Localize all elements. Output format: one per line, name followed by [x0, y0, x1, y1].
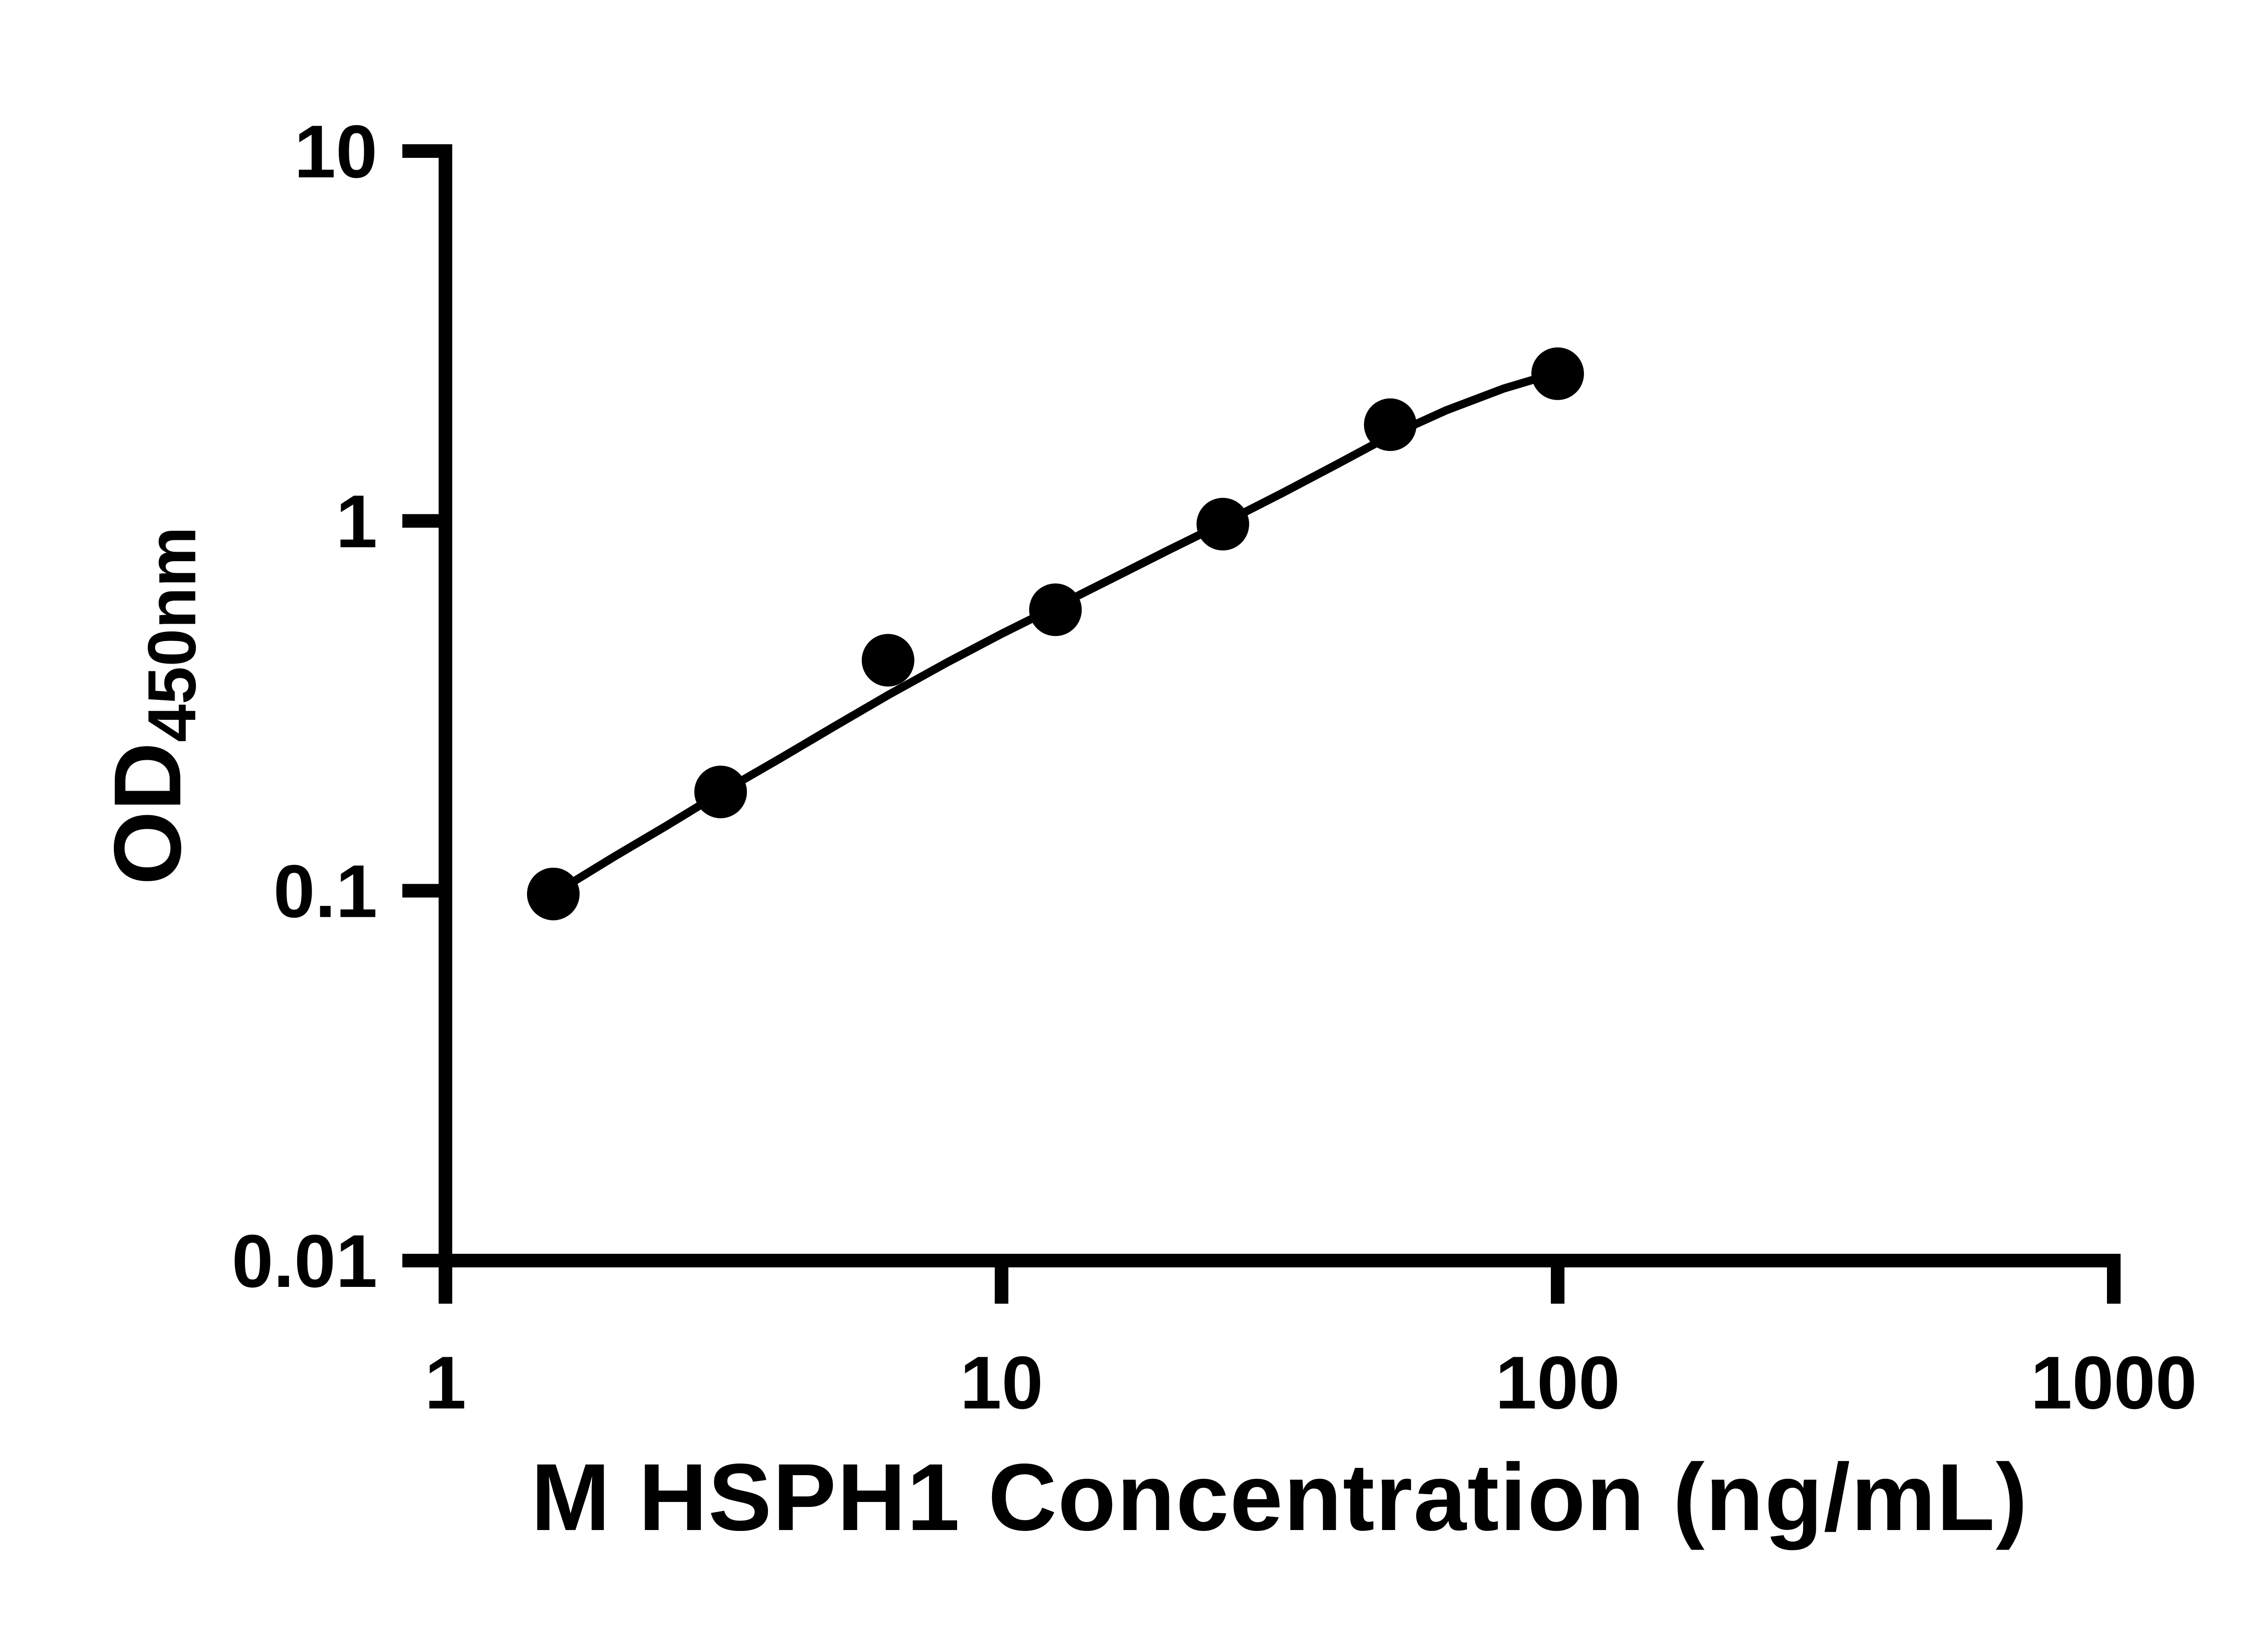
axis-lines [439, 144, 2121, 1267]
x-tick-label: 100 [1495, 1341, 1620, 1424]
data-point [861, 634, 914, 687]
x-tick-label: 1000 [2030, 1341, 2197, 1424]
x-tick-label: 1 [425, 1341, 466, 1424]
x-tick-label: 10 [960, 1341, 1043, 1424]
data-point [1364, 398, 1417, 451]
data-point [1029, 583, 1082, 636]
x-axis-title: M HSPH1 Concentration (ng/mL) [531, 1444, 2028, 1550]
y-axis-title-sub: 450nm [133, 526, 210, 743]
data-point [527, 867, 580, 920]
y-tick-label: 10 [294, 110, 377, 193]
data-point [1196, 498, 1249, 551]
y-tick-label: 0.01 [232, 1219, 377, 1303]
y-tick-label: 0.1 [274, 850, 377, 933]
y-axis-title: OD450nm [93, 527, 211, 885]
data-point [1531, 347, 1584, 400]
y-tick-label: 1 [336, 479, 377, 563]
data-point [694, 765, 747, 818]
y-axis-title-main: OD [94, 742, 201, 885]
